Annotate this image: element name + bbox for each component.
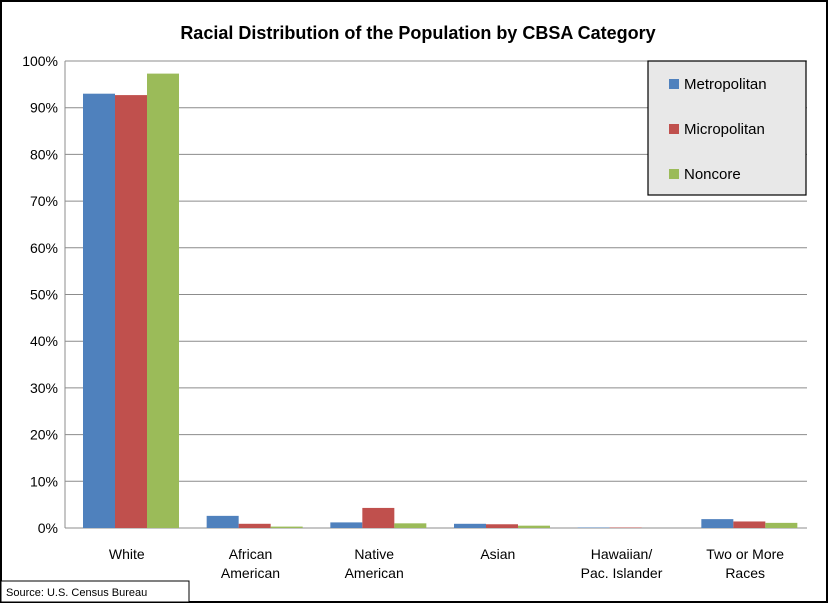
x-category-label: Asian bbox=[480, 546, 515, 562]
y-tick-label: 0% bbox=[38, 520, 58, 536]
source-note-group: Source: U.S. Census Bureau bbox=[0, 580, 190, 603]
x-category-label: Pac. Islander bbox=[581, 565, 663, 581]
x-category-label: Hawaiian/ bbox=[591, 546, 653, 562]
bar-micropolitan bbox=[362, 507, 395, 528]
source-note: Source: U.S. Census Bureau bbox=[6, 587, 147, 599]
y-tick-label: 10% bbox=[30, 473, 58, 489]
legend-swatch bbox=[669, 169, 679, 179]
bar-noncore bbox=[147, 73, 179, 528]
y-tick-label: 100% bbox=[22, 53, 58, 69]
legend-label: Metropolitan bbox=[684, 76, 767, 93]
chart-title: Racial Distribution of the Population by… bbox=[180, 23, 655, 43]
x-category-label: White bbox=[109, 546, 145, 562]
legend-swatch bbox=[669, 79, 679, 89]
x-category-label: Races bbox=[725, 565, 765, 581]
bar-metropolitan bbox=[454, 523, 486, 528]
bars bbox=[83, 73, 798, 528]
y-tick-label: 20% bbox=[30, 427, 58, 443]
x-category-label: American bbox=[221, 565, 280, 581]
bar-noncore bbox=[270, 526, 303, 528]
y-tick-label: 50% bbox=[30, 287, 58, 303]
legend: Metropolitan Micropolitan Noncore bbox=[647, 60, 807, 196]
y-tick-label: 80% bbox=[30, 146, 58, 162]
bar-metropolitan bbox=[330, 522, 363, 528]
y-tick-label: 30% bbox=[30, 380, 58, 396]
y-tick-label: 90% bbox=[30, 100, 58, 116]
legend-label: Micropolitan bbox=[684, 121, 765, 138]
bar-micropolitan bbox=[486, 524, 518, 528]
bar-metropolitan bbox=[83, 93, 115, 528]
legend-swatch bbox=[669, 124, 679, 134]
legend-label: Noncore bbox=[684, 166, 741, 183]
gridlines bbox=[64, 60, 807, 529]
y-tick-label: 40% bbox=[30, 333, 58, 349]
bar-metropolitan bbox=[206, 515, 239, 528]
bar-metropolitan bbox=[701, 519, 734, 528]
x-category-label: Two or More bbox=[706, 546, 784, 562]
x-category-label: Native bbox=[354, 546, 394, 562]
y-tick-label: 70% bbox=[30, 193, 58, 209]
bar-micropolitan bbox=[238, 523, 271, 528]
x-axis-categories: White African American Native American Asian H… bbox=[109, 546, 784, 581]
x-category-label: American bbox=[345, 565, 404, 581]
x-category-label: African bbox=[229, 546, 273, 562]
bar-noncore bbox=[518, 525, 550, 528]
source-note-box bbox=[0, 580, 190, 603]
bar-noncore bbox=[394, 523, 427, 528]
y-axis-ticks: 0% 10% 20% 30% 40% 50% 60% 70% 80% 90% 100% bbox=[22, 53, 58, 536]
bar-micropolitan bbox=[733, 521, 766, 528]
bar-noncore bbox=[765, 522, 798, 528]
y-tick-label: 60% bbox=[30, 240, 58, 256]
bar-micropolitan bbox=[115, 95, 147, 528]
